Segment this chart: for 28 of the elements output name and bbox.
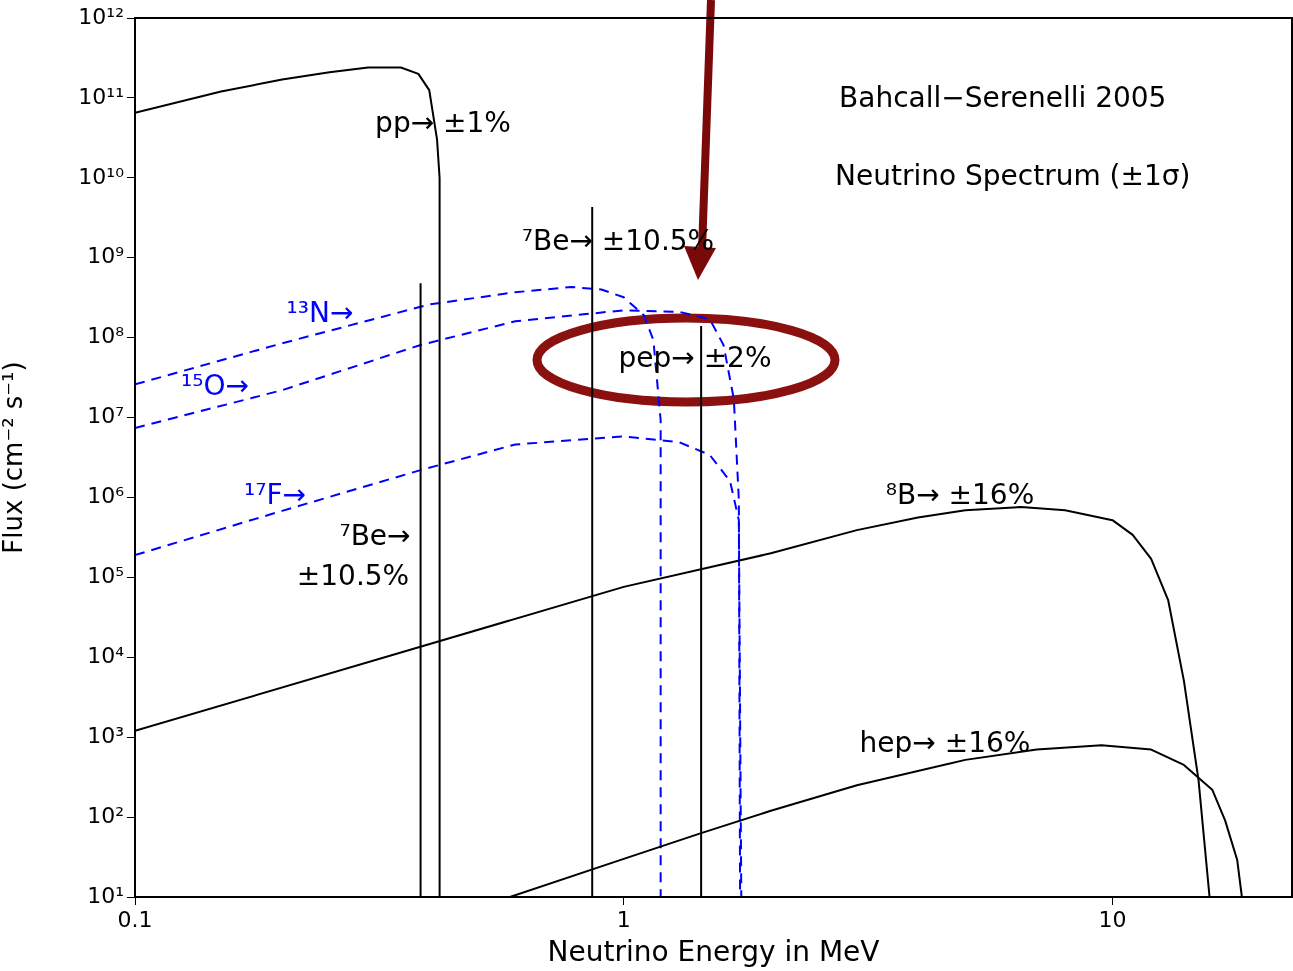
annotation: ¹⁵O→ xyxy=(181,369,249,403)
y-tick-label: 10⁵ xyxy=(87,563,124,589)
y-tick-label: 10¹ xyxy=(87,882,124,908)
y-tick-label: 10⁸ xyxy=(87,323,125,349)
x-tick-label: 0.1 xyxy=(117,906,153,932)
x-axis-title: Neutrino Energy in MeV xyxy=(547,935,880,969)
annotation: pp→ ±1% xyxy=(375,106,511,140)
y-axis-title: Flux (cm⁻² s⁻¹) xyxy=(0,361,29,554)
text: Neutrino Spectrum (±1σ) xyxy=(835,159,1191,193)
y-tick-label: 10¹¹ xyxy=(78,83,124,109)
y-tick-label: 10¹² xyxy=(78,3,124,29)
annotation: ¹⁷F→ xyxy=(243,478,307,512)
text: Bahcall−Serenelli 2005 xyxy=(839,81,1167,115)
y-tick-label: 10¹⁰ xyxy=(78,163,125,189)
y-tick-label: 10⁶ xyxy=(87,483,125,509)
y-tick-label: 10⁹ xyxy=(87,243,124,269)
annotation: ⁸B→ ±16% xyxy=(885,478,1035,512)
x-tick-label: 10 xyxy=(1098,906,1127,932)
annotation: ⁷Be→ xyxy=(339,519,411,553)
annotation: pep→ ±2% xyxy=(618,341,772,375)
y-tick-label: 10⁷ xyxy=(87,403,124,429)
y-tick-label: 10³ xyxy=(87,722,124,748)
annotation: ±10.5% xyxy=(296,559,410,593)
y-tick-label: 10² xyxy=(87,802,124,828)
annotation: hep→ ±16% xyxy=(859,726,1031,760)
y-tick-label: 10⁴ xyxy=(87,642,125,668)
annotation: ¹³N→ xyxy=(286,296,354,330)
x-tick-label: 1 xyxy=(616,906,631,932)
